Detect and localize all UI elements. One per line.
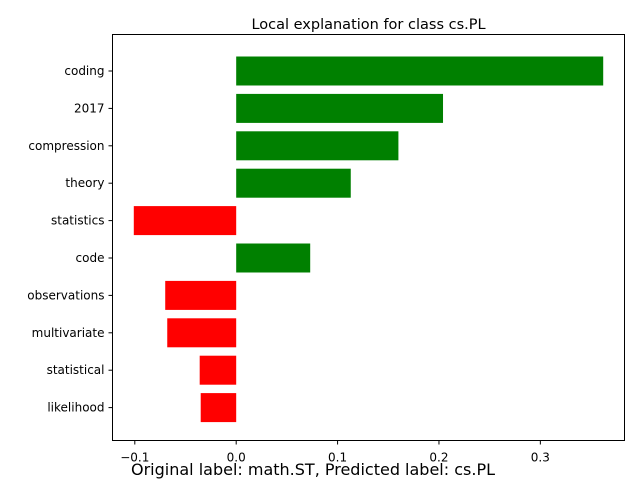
bar-coding	[236, 56, 604, 86]
bars-group	[133, 56, 604, 423]
bar-observations	[165, 280, 237, 310]
x-tick-label: 0.3	[531, 451, 550, 465]
bar-multivariate	[167, 318, 237, 348]
y-tick-label: 2017	[74, 101, 105, 115]
y-tick-label: theory	[65, 176, 104, 190]
y-tick-label: compression	[28, 139, 104, 153]
bar-likelihood	[200, 393, 237, 423]
y-tick-label: statistical	[47, 363, 105, 377]
bar-theory	[236, 168, 351, 198]
prediction-caption: Original label: math.ST, Predicted label…	[131, 460, 496, 479]
bar-2017	[236, 93, 444, 123]
plot-frame	[112, 34, 625, 441]
bar-statistical	[199, 355, 237, 385]
x-tick-label: 0.2	[429, 451, 448, 465]
y-axis-ticks: coding 2017 compression theory statistics cod…	[27, 64, 113, 415]
bar-code	[236, 243, 311, 273]
chart-title: Local explanation for class cs.PL	[251, 17, 485, 33]
bar-statistics	[133, 206, 237, 236]
x-axis-ticks: −0.1 0.0 0.1 0.2 0.3	[120, 440, 550, 465]
x-tick-label: −0.1	[120, 451, 149, 465]
y-tick-label: statistics	[51, 214, 105, 228]
y-tick-label: multivariate	[32, 326, 105, 340]
bar-compression	[236, 131, 399, 161]
x-tick-label: 0.0	[227, 451, 246, 465]
y-tick-label: likelihood	[47, 401, 104, 415]
y-tick-label: coding	[64, 64, 104, 78]
y-tick-label: observations	[27, 288, 104, 302]
y-tick-label: code	[76, 251, 105, 265]
x-tick-label: 0.1	[328, 451, 347, 465]
